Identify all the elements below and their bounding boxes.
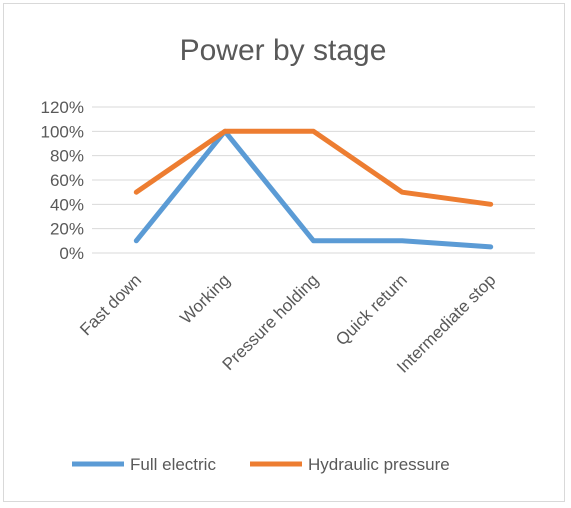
- series-line-1: [133, 128, 494, 250]
- y-tick-label: 80%: [50, 147, 84, 166]
- legend-label: Full electric: [130, 455, 216, 474]
- chart-title: Power by stage: [180, 34, 387, 67]
- y-tick-label: 0%: [59, 244, 84, 263]
- y-axis-tick-labels: 0% 20% 40% 60% 80% 100% 120%: [41, 98, 84, 263]
- x-tick-label: Working: [176, 270, 233, 327]
- y-tick-label: 120%: [41, 98, 84, 117]
- series-lines: [133, 128, 494, 250]
- series-line-2: [133, 128, 494, 207]
- y-tick-label: 60%: [50, 171, 84, 190]
- x-tick-label: Intermediate stop: [393, 270, 499, 376]
- y-tick-label: 100%: [41, 122, 84, 141]
- x-tick-label: Quick return: [332, 270, 411, 349]
- x-tick-label: Fast down: [76, 270, 145, 339]
- legend: Full electric Hydraulic pressure: [72, 455, 450, 474]
- x-tick-label: Pressure holding: [219, 270, 323, 374]
- legend-label: Hydraulic pressure: [308, 455, 450, 474]
- y-tick-label: 20%: [50, 220, 84, 239]
- y-tick-label: 40%: [50, 195, 84, 214]
